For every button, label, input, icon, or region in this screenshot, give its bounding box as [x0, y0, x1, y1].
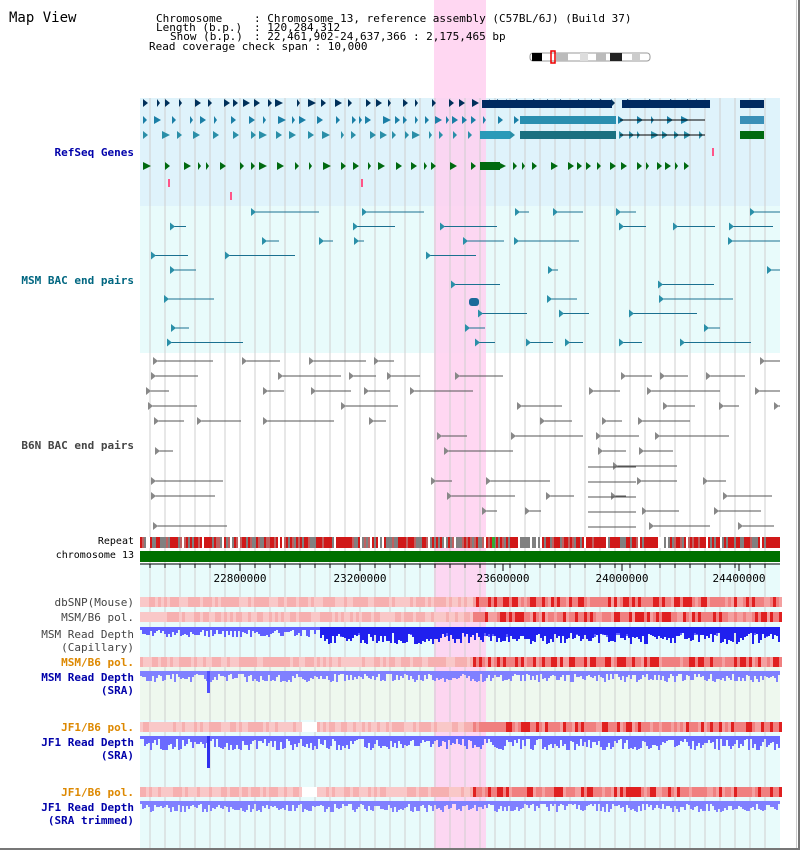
coverage-span: Read coverage check span : 10,000: [149, 40, 368, 53]
b6n-bac-features[interactable]: [146, 357, 780, 543]
tick-label-2: 23200000: [333, 572, 387, 585]
show-key: Show (b.p.): [170, 30, 243, 43]
chromosome-value: : Chromosome 13, reference assembly (C57…: [254, 12, 632, 25]
jf1-depth-trimmed-line2[interactable]: (SRA trimmed): [47, 814, 134, 827]
msm-b6-pol-sra-label[interactable]: MSM/B6 pol.: [61, 656, 134, 669]
dbsnp-label: dbSNP(Mouse): [54, 596, 134, 609]
msm-depth-sra-line1[interactable]: MSM Read Depth: [41, 671, 134, 684]
highlight-region: [434, 0, 486, 848]
tick-label-4: 24000000: [595, 572, 649, 585]
tick-label-5: 24400000: [712, 572, 766, 585]
repeat-track: [140, 537, 780, 548]
refseq-label[interactable]: RefSeq Genes: [54, 146, 134, 159]
repeat-label: Repeat: [97, 536, 134, 547]
depth-tracks: [140, 627, 780, 812]
msm-bac-features[interactable]: [151, 208, 780, 347]
chromosome-ideogram: [529, 50, 651, 64]
page-title: Map View: [9, 10, 77, 26]
jf1-depth-sra-line1[interactable]: JF1 Read Depth: [41, 736, 134, 749]
axis-ticks: [149, 564, 766, 571]
heat-tracks: [140, 597, 782, 797]
length-value: : 120,284,312: [254, 21, 341, 34]
msm-b6-pol-label: MSM/B6 pol.: [61, 611, 134, 624]
b6n-bac-label[interactable]: B6N BAC end pairs: [21, 439, 134, 452]
frame-bottom: [0, 848, 800, 850]
refseq-gene-features[interactable]: [143, 99, 764, 200]
length-key: Length (b.p.): [156, 21, 243, 34]
tick-label-3: 23600000: [476, 572, 530, 585]
frame-edge: [796, 0, 797, 850]
jf1-depth-sra-line2[interactable]: (SRA): [100, 749, 134, 762]
msm-depth-capillary-line2: (Capillary): [61, 641, 134, 654]
chromosome-label: chromosome 13: [55, 550, 134, 561]
msm-depth-capillary-line1: MSM Read Depth: [41, 628, 134, 641]
chromosome-bar: [140, 551, 780, 562]
chromosome-key: Chromosome: [156, 12, 223, 25]
jf1-b6-pol-label[interactable]: JF1/B6 pol.: [61, 721, 134, 734]
tick-label-1: 22800000: [213, 572, 267, 585]
jf1-depth-trimmed-line1[interactable]: JF1 Read Depth: [41, 801, 134, 814]
msm-depth-sra-line2[interactable]: (SRA): [100, 684, 134, 697]
msm-bac-label[interactable]: MSM BAC end pairs: [21, 274, 134, 287]
frame-right: [798, 0, 800, 850]
show-value: : 22,461,902-24,637,366 : 2,175,465 bp: [254, 30, 506, 43]
jf1-b6-pol-trimmed-label[interactable]: JF1/B6 pol.: [61, 786, 134, 799]
